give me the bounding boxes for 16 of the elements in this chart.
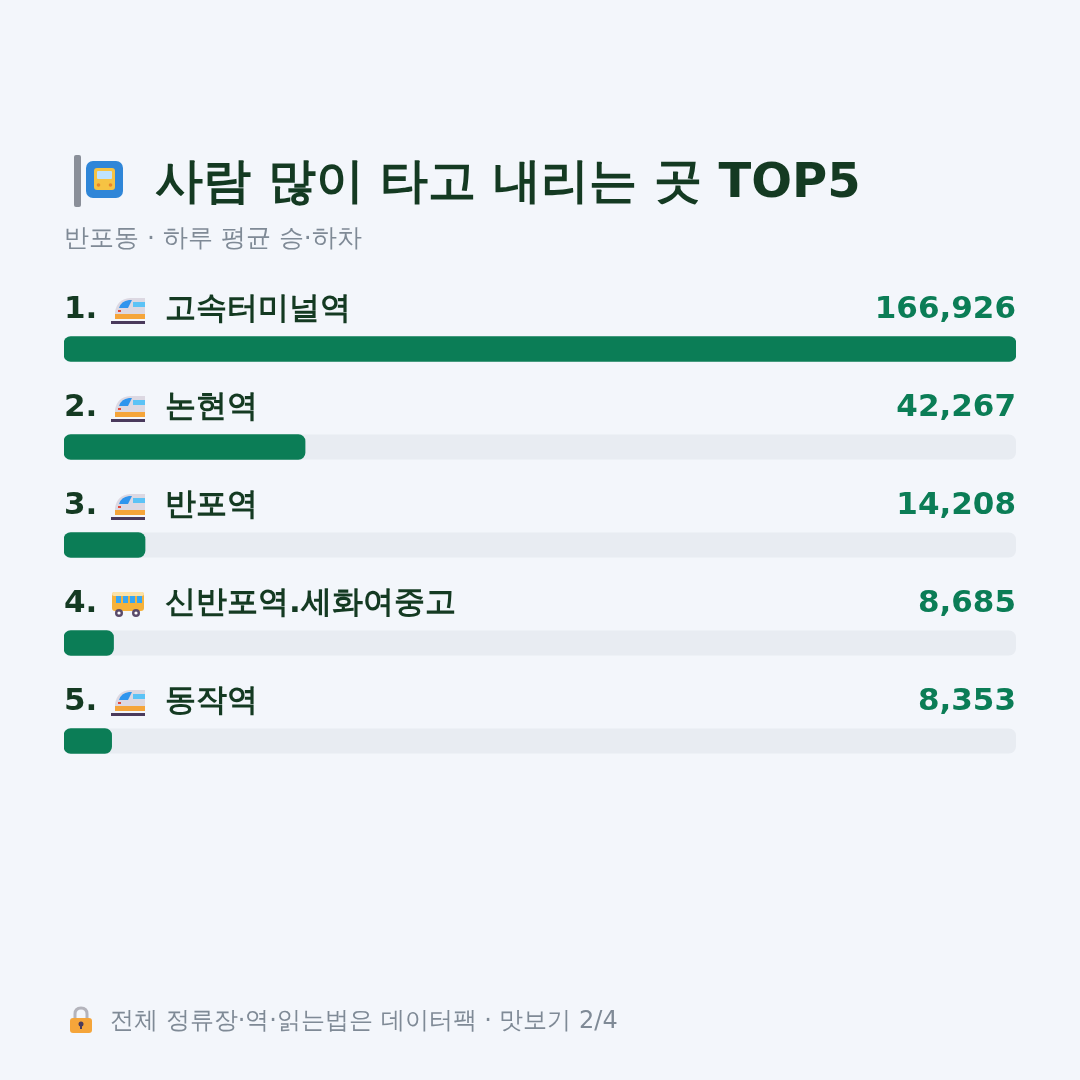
category-label: 1. 고속터미널역 bbox=[64, 289, 351, 326]
category-label: 5. 동작역 bbox=[64, 681, 258, 718]
category-label: 3. 반포역 bbox=[64, 485, 258, 522]
bar bbox=[64, 630, 114, 656]
category-label: 4. 신반포역.세화여중고 bbox=[64, 583, 456, 620]
data-label: 166,926 bbox=[874, 289, 1016, 326]
data-label: 8,353 bbox=[917, 681, 1016, 718]
data-label: 8,685 bbox=[917, 583, 1016, 620]
data-label: 14,208 bbox=[896, 485, 1016, 522]
bar bbox=[64, 532, 146, 558]
data-label: 42,267 bbox=[896, 387, 1016, 424]
chart-subtitle: 반포동 · 하루 평균 승·하차 bbox=[64, 222, 362, 254]
bar bbox=[64, 728, 112, 754]
text: 전체 정류장·역·읽는법은 데이터팩 · 맛보기 2/4 bbox=[110, 1005, 618, 1036]
category-label: 2. 논현역 bbox=[64, 387, 258, 424]
chart-title: 사람 많이 타고 내리는 곳 TOP5 bbox=[155, 151, 861, 210]
